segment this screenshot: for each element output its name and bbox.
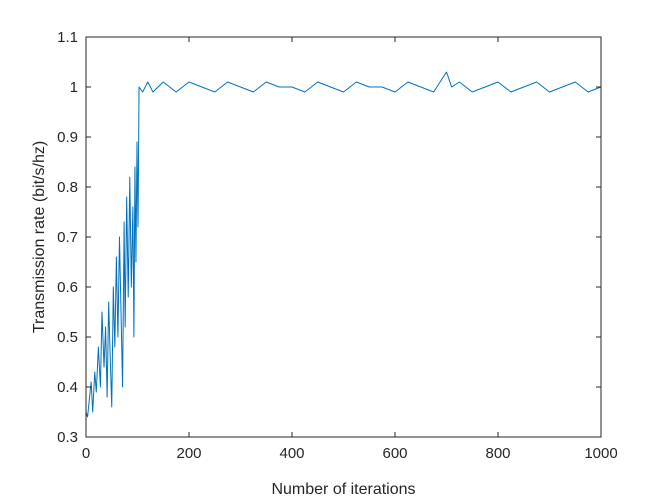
y-tick-label: 0.6 [57, 279, 78, 296]
y-tick-label: 0.7 [57, 229, 78, 246]
x-tick-label: 1000 [584, 445, 617, 462]
y-tick-label: 1 [70, 79, 78, 96]
x-tick-label: 800 [485, 445, 510, 462]
x-tick-label: 0 [82, 445, 90, 462]
ticks-layer: 0 200 400 600 800 1000 0.3 0.4 0.5 0.6 0.7 0.8 0.9 1 1… [57, 29, 618, 462]
series-layer [85, 71, 602, 418]
x-tick-label: 200 [176, 445, 201, 462]
x-axis-label: Number of iterations [271, 481, 415, 498]
series-line-0 [85, 71, 602, 418]
x-tick-label: 600 [382, 445, 407, 462]
y-tick-label: 0.5 [57, 329, 78, 346]
y-axis-label: Transmission rate (bit/s/hz) [31, 141, 48, 333]
y-tick-label: 0.9 [57, 129, 78, 146]
y-tick-label: 0.8 [57, 179, 78, 196]
y-tick-label: 0.4 [57, 379, 78, 396]
y-tick-label: 1.1 [57, 29, 78, 46]
x-tick-label: 400 [279, 445, 304, 462]
y-tick-label: 0.3 [57, 429, 78, 446]
